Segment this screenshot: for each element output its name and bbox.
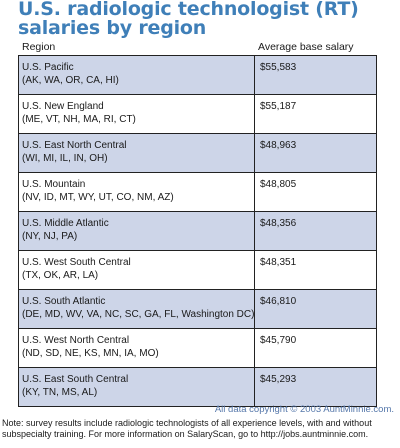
table-header: Region Average base salary bbox=[18, 40, 367, 55]
table-row: U.S. West North Central (ND, SD, NE, KS, … bbox=[18, 328, 377, 368]
region-cell: U.S. Mountain (NV, ID, MT, WY, UT, CO, NM… bbox=[18, 172, 255, 212]
region-name: U.S. Pacific bbox=[22, 62, 74, 73]
copyright-notice: All data copyright © 2003 AuntMinnie.com… bbox=[214, 404, 394, 415]
table-body: U.S. Pacific (AK, WA, OR, CA, HI) $55,583 U… bbox=[18, 55, 377, 407]
region-cell: U.S. East North Central (WI, MI, IL, IN, … bbox=[18, 133, 255, 173]
region-name: U.S. West South Central bbox=[22, 257, 131, 268]
table-row: U.S. East North Central (WI, MI, IL, IN, … bbox=[18, 133, 377, 173]
salary-grid: U.S. Pacific (AK, WA, OR, CA, HI) $55,583 U… bbox=[18, 55, 377, 407]
region-states: (ND, SD, NE, KS, MN, IA, MO) bbox=[22, 348, 159, 359]
salary-cell: $48,351 bbox=[254, 250, 377, 290]
footnote-line-2: subspecialty training. For more informat… bbox=[2, 429, 369, 439]
salary-table: Region Average base salary U.S. Pacific (… bbox=[18, 40, 377, 407]
region-name: U.S. West North Central bbox=[22, 335, 130, 346]
region-name: U.S. Mountain bbox=[22, 179, 86, 190]
region-name: U.S. South Atlantic bbox=[22, 296, 106, 307]
title-line-1: U.S. radiologic technologist (RT) bbox=[18, 0, 359, 20]
region-cell: U.S. West South Central (TX, OK, AR, LA) bbox=[18, 250, 255, 290]
table-row: U.S. Pacific (AK, WA, OR, CA, HI) $55,583 bbox=[18, 55, 377, 95]
region-cell: U.S. South Atlantic (DE, MD, WV, VA, NC, … bbox=[18, 289, 255, 329]
table-row: U.S. Middle Atlantic (NY, NJ, PA) $48,356 bbox=[18, 211, 377, 251]
region-states: (WI, MI, IL, IN, OH) bbox=[22, 153, 108, 164]
salary-cell: $48,963 bbox=[254, 133, 377, 173]
salary-cell: $55,583 bbox=[254, 55, 377, 95]
region-cell: U.S. East South Central (KY, TN, MS, AL) bbox=[18, 367, 255, 407]
region-states: (DE, MD, WV, VA, NC, SC, GA, FL, Washing… bbox=[22, 309, 255, 320]
region-states: (ME, VT, NH, MA, RI, CT) bbox=[22, 114, 136, 125]
region-name: U.S. Middle Atlantic bbox=[22, 218, 109, 229]
footnote: Note: survey results include radiologic … bbox=[2, 418, 398, 440]
title-line-2: salaries by region bbox=[18, 17, 207, 39]
region-states: (TX, OK, AR, LA) bbox=[22, 270, 99, 281]
table-row: U.S. Mountain (NV, ID, MT, WY, UT, CO, NM… bbox=[18, 172, 377, 212]
salary-cell: $48,805 bbox=[254, 172, 377, 212]
chart-title: U.S. radiologic technologist (RT) salari… bbox=[18, 0, 398, 38]
table-row: U.S. West South Central (TX, OK, AR, LA) $… bbox=[18, 250, 377, 290]
salary-cell: $48,356 bbox=[254, 211, 377, 251]
region-name: U.S. New England bbox=[22, 101, 104, 112]
column-header-salary: Average base salary bbox=[258, 41, 354, 53]
footnote-line-1: Note: survey results include radiologic … bbox=[2, 418, 372, 428]
region-states: (AK, WA, OR, CA, HI) bbox=[22, 75, 119, 86]
salary-cell: $46,810 bbox=[254, 289, 377, 329]
region-cell: U.S. West North Central (ND, SD, NE, KS, … bbox=[18, 328, 255, 368]
region-name: U.S. East North Central bbox=[22, 140, 127, 151]
table-row: U.S. New England (ME, VT, NH, MA, RI, CT)… bbox=[18, 94, 377, 134]
column-header-region: Region bbox=[22, 41, 56, 53]
table-row: U.S. East South Central (KY, TN, MS, AL) $… bbox=[18, 367, 377, 407]
region-states: (KY, TN, MS, AL) bbox=[22, 387, 98, 398]
salary-cell: $45,790 bbox=[254, 328, 377, 368]
region-states: (NV, ID, MT, WY, UT, CO, NM, AZ) bbox=[22, 192, 174, 203]
region-cell: U.S. Pacific (AK, WA, OR, CA, HI) bbox=[18, 55, 255, 95]
table-row: U.S. South Atlantic (DE, MD, WV, VA, NC, … bbox=[18, 289, 377, 329]
region-cell: U.S. New England (ME, VT, NH, MA, RI, CT) bbox=[18, 94, 255, 134]
region-cell: U.S. Middle Atlantic (NY, NJ, PA) bbox=[18, 211, 255, 251]
salary-cell: $45,293 bbox=[254, 367, 377, 407]
salary-cell: $55,187 bbox=[254, 94, 377, 134]
region-states: (NY, NJ, PA) bbox=[22, 231, 78, 242]
region-name: U.S. East South Central bbox=[22, 374, 129, 385]
